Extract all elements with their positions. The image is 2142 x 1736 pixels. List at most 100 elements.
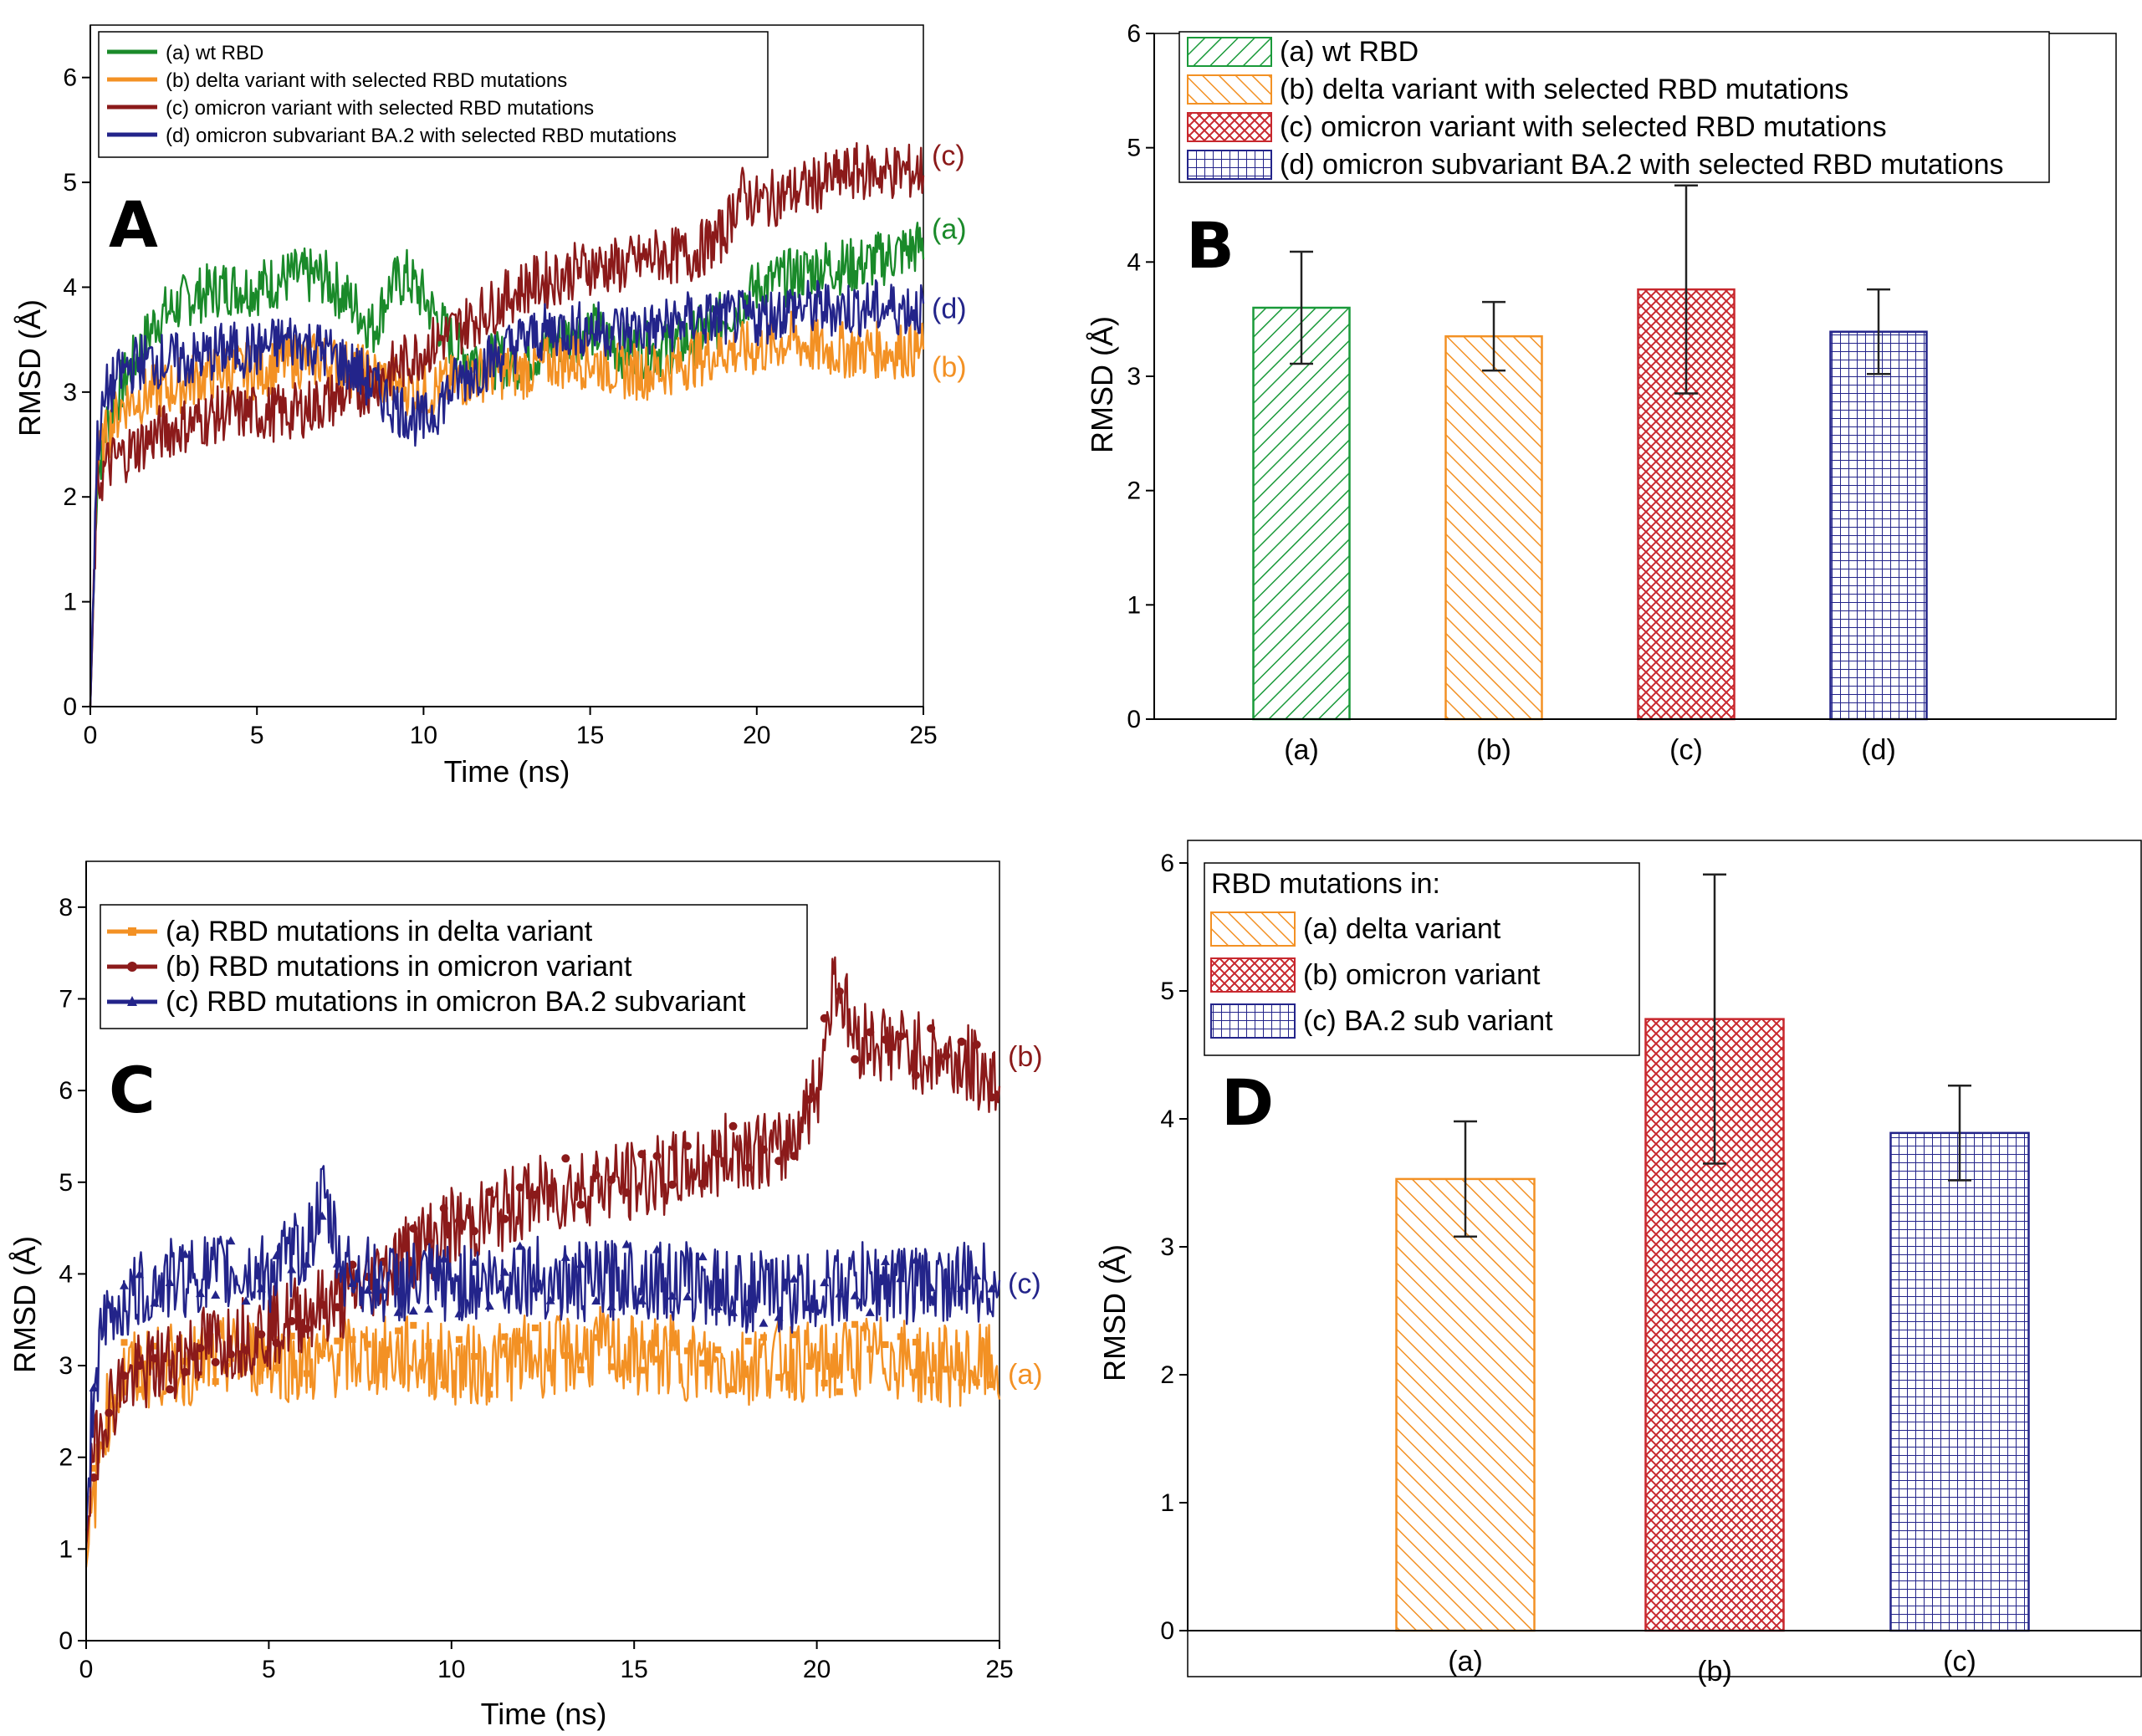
series-marker xyxy=(150,1298,160,1307)
series-marker xyxy=(897,1333,904,1340)
y-tick-label: 6 xyxy=(1160,850,1174,877)
series-marker xyxy=(820,1278,830,1287)
series-marker xyxy=(728,1121,738,1131)
series-end-label: (a) xyxy=(932,213,967,245)
series-marker xyxy=(318,1299,327,1309)
series-marker xyxy=(636,1295,647,1305)
series-marker xyxy=(455,1335,463,1343)
series-marker xyxy=(987,1093,996,1102)
legend-label-1: (a) wt RBD xyxy=(1280,36,1419,68)
series-marker xyxy=(484,1301,494,1310)
series-marker xyxy=(790,1331,798,1339)
series-marker xyxy=(682,1292,693,1301)
series-marker xyxy=(546,1184,555,1193)
legend-swatch-4 xyxy=(1187,150,1272,180)
panel-a-series xyxy=(89,141,925,707)
series-end-label: (b) xyxy=(932,352,967,384)
series-marker xyxy=(408,1306,418,1315)
series-marker xyxy=(867,1345,874,1353)
legend-label-4: (d) omicron subvariant BA.2 with selecte… xyxy=(1280,149,2003,181)
panel-a-line-chart: 0 5 10 15 20 25 0 1 2 3 4 5 6 A Time (ns) RMSD (Å) (… xyxy=(13,24,967,789)
series-marker xyxy=(698,1252,708,1261)
series-marker xyxy=(714,1346,722,1354)
series-marker xyxy=(850,1290,860,1299)
series-marker xyxy=(912,1339,919,1346)
series-marker xyxy=(638,1366,646,1374)
y-tick-label: 0 xyxy=(63,693,77,721)
series-marker xyxy=(501,1333,509,1340)
series-marker xyxy=(530,1284,540,1293)
x-category-label: (a) xyxy=(1284,734,1319,766)
y-tick-label: 2 xyxy=(63,483,77,511)
y-tick-label: 3 xyxy=(59,1352,73,1380)
y-tick-label: 2 xyxy=(1160,1361,1174,1389)
series-marker xyxy=(545,1295,555,1305)
y-tick-label: 2 xyxy=(1127,477,1141,505)
series-marker xyxy=(89,1473,99,1482)
panel-c-end-labels: (a) (b) (c) xyxy=(1008,1041,1043,1391)
series-line-2 xyxy=(89,310,925,707)
series-marker xyxy=(226,1350,235,1359)
series-marker xyxy=(728,1307,738,1316)
series-marker xyxy=(606,1175,616,1184)
y-tick-label: 0 xyxy=(59,1627,73,1655)
series-marker xyxy=(988,1381,995,1388)
series-marker xyxy=(135,1269,145,1279)
series-marker xyxy=(257,1330,266,1339)
series-marker xyxy=(120,1371,129,1381)
series-marker xyxy=(591,1171,601,1180)
y-tick-label: 1 xyxy=(1160,1489,1174,1517)
panel-b-bar-chart: (a) (b) (c) (d) 0 1 2 3 4 5 6 B RMSD (Å) (a) wt RB… xyxy=(1085,20,2117,766)
series-marker xyxy=(820,1014,829,1023)
series-marker xyxy=(319,1350,326,1357)
series-marker xyxy=(652,1151,662,1161)
series-marker xyxy=(287,1264,297,1274)
series-marker xyxy=(592,1334,600,1341)
series-marker xyxy=(941,1280,951,1289)
series-marker xyxy=(486,1391,493,1398)
series-marker xyxy=(805,1302,814,1311)
series-marker xyxy=(471,1353,478,1361)
series-marker xyxy=(775,1374,783,1381)
series-marker xyxy=(683,1347,691,1355)
y-tick-label: 4 xyxy=(1160,1105,1174,1133)
series-marker xyxy=(196,1344,205,1353)
y-tick-label: 3 xyxy=(63,379,77,406)
panel-a-y-axis-title: RMSD (Å) xyxy=(13,299,47,437)
x-tick-label: 20 xyxy=(803,1656,831,1683)
panel-c-legend: (a) RBD mutations in delta variant (b) RB… xyxy=(100,904,808,1029)
series-marker xyxy=(409,1224,418,1233)
series-marker xyxy=(287,1316,296,1325)
y-tick-label: 3 xyxy=(1127,363,1141,391)
panel-b-legend: (a) wt RBD (b) delta variant with selecte… xyxy=(1178,31,2050,183)
series-marker xyxy=(911,1071,920,1080)
x-tick-label: 10 xyxy=(437,1656,465,1683)
series-marker xyxy=(105,1408,114,1417)
series-marker xyxy=(667,1291,677,1300)
series-marker xyxy=(104,1299,114,1309)
legend-marker xyxy=(127,962,137,972)
series-marker xyxy=(698,1179,708,1188)
series-marker xyxy=(560,1252,570,1261)
y-tick-label: 0 xyxy=(1160,1617,1174,1645)
series-marker xyxy=(896,1274,906,1283)
y-tick-label: 6 xyxy=(1127,20,1141,48)
legend-label-3: (c) BA.2 sub variant xyxy=(1303,1005,1553,1037)
series-marker xyxy=(835,987,844,996)
panel-a-x-axis-title: Time (ns) xyxy=(444,754,570,789)
panel-c-x-axis-title: Time (ns) xyxy=(481,1697,607,1731)
series-marker xyxy=(211,1358,220,1367)
series-marker xyxy=(241,1296,251,1305)
series-marker xyxy=(881,1035,890,1044)
series-marker xyxy=(256,1284,266,1293)
panel-d-letter: D xyxy=(1221,1065,1274,1140)
x-tick-label: 5 xyxy=(262,1656,276,1683)
x-tick-label: 10 xyxy=(410,722,437,749)
series-marker xyxy=(530,1190,539,1199)
x-tick-label: 0 xyxy=(79,1656,94,1683)
series-marker xyxy=(729,1386,737,1393)
legend-label-4: (d) omicron subvariant BA.2 with selecte… xyxy=(166,125,677,147)
series-marker xyxy=(500,1214,509,1223)
series-marker xyxy=(851,1320,859,1328)
x-category-label: (d) xyxy=(1861,734,1896,766)
